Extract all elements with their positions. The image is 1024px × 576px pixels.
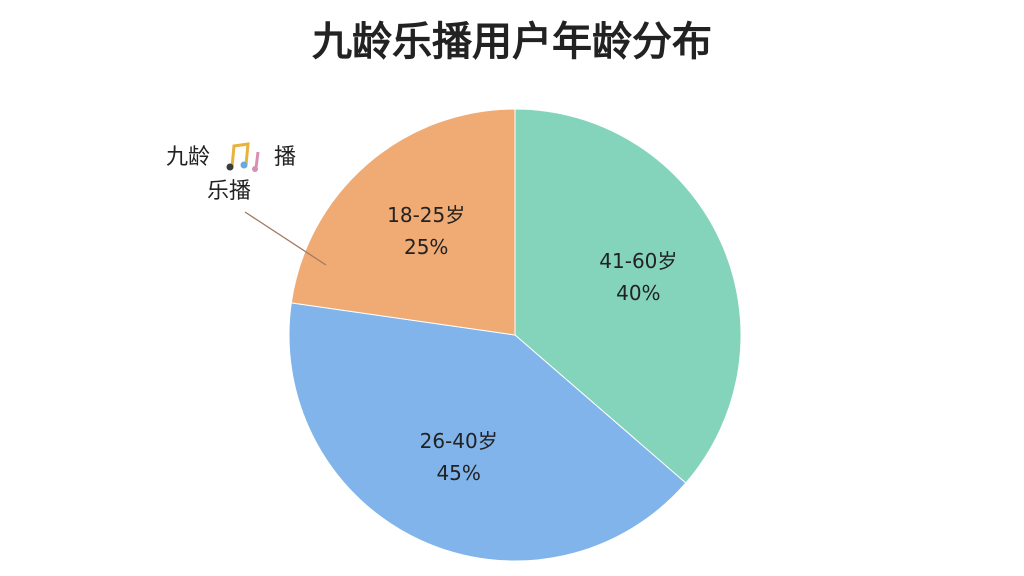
slice-category-label: 26-40岁 — [420, 429, 498, 453]
pie-slice — [290, 108, 516, 336]
annotation: 九龄 播 乐播 — [166, 142, 327, 266]
pie-slice — [288, 302, 687, 562]
slice-value-label: 40% — [616, 281, 660, 305]
slice-value-label: 45% — [436, 461, 480, 485]
annotation-text: 九龄 — [166, 145, 210, 170]
music-icon — [226, 142, 260, 172]
pie: 41-60岁 40% 26-40岁 45% 18-25岁 25% — [288, 108, 742, 562]
annotation-text: 乐播 — [207, 179, 251, 204]
slice-value-label: 25% — [404, 235, 448, 259]
chart-title: 九龄乐播用户年龄分布 — [312, 19, 712, 65]
annotation-line — [244, 211, 327, 266]
annotation-text: 播 — [274, 145, 296, 170]
pie-slice — [514, 108, 742, 484]
slice-category-label: 18-25岁 — [387, 203, 465, 227]
slice-category-label: 41-60岁 — [599, 249, 677, 273]
